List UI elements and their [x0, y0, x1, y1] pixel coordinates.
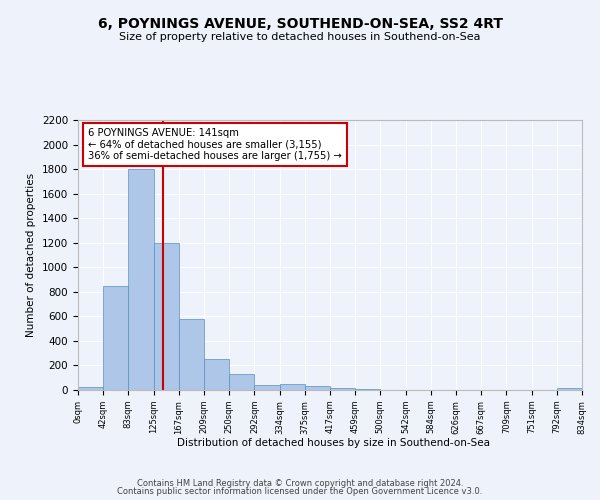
Bar — [154, 242, 179, 390]
Text: Contains HM Land Registry data © Crown copyright and database right 2024.: Contains HM Land Registry data © Crown c… — [137, 478, 463, 488]
Y-axis label: Number of detached properties: Number of detached properties — [26, 173, 37, 337]
Bar — [305, 386, 330, 390]
Bar — [229, 374, 254, 390]
Text: 6, POYNINGS AVENUE, SOUTHEND-ON-SEA, SS2 4RT: 6, POYNINGS AVENUE, SOUTHEND-ON-SEA, SS2… — [97, 18, 503, 32]
Text: Contains public sector information licensed under the Open Government Licence v3: Contains public sector information licen… — [118, 487, 482, 496]
Bar — [280, 384, 305, 390]
Bar — [205, 358, 229, 390]
Bar — [78, 387, 103, 390]
Bar — [330, 388, 355, 390]
Bar — [179, 319, 205, 390]
Text: Distribution of detached houses by size in Southend-on-Sea: Distribution of detached houses by size … — [176, 438, 490, 448]
Text: 6 POYNINGS AVENUE: 141sqm
← 64% of detached houses are smaller (3,155)
36% of se: 6 POYNINGS AVENUE: 141sqm ← 64% of detac… — [88, 128, 342, 162]
Bar — [557, 388, 582, 390]
Bar — [254, 385, 280, 390]
Text: Size of property relative to detached houses in Southend-on-Sea: Size of property relative to detached ho… — [119, 32, 481, 42]
Bar — [128, 169, 154, 390]
Bar — [103, 286, 128, 390]
